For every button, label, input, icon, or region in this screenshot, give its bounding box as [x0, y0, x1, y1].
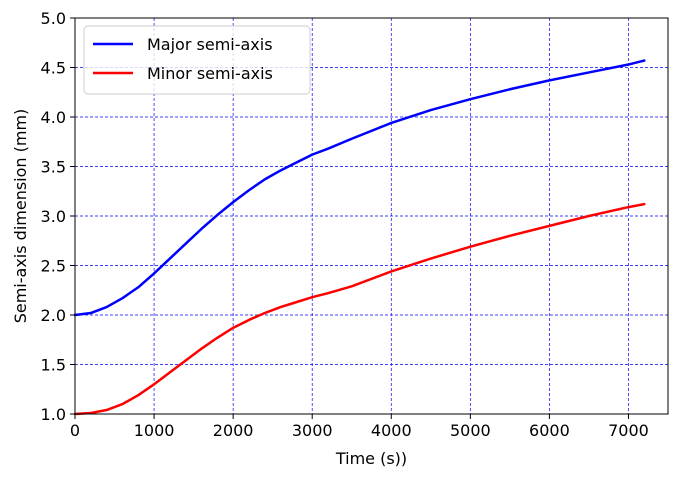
x-tick-label: 3000	[292, 421, 333, 440]
y-axis-label: Semi-axis dimension (mm)	[11, 109, 30, 324]
legend-box	[83, 25, 311, 95]
series-layer	[73, 59, 646, 416]
series-line-0	[73, 59, 646, 317]
x-tick-label: 5000	[450, 421, 491, 440]
x-tick-label: 0	[70, 421, 80, 440]
x-axis-label: Time (s))	[335, 449, 407, 468]
y-tick-label: 4.5	[41, 59, 66, 78]
y-tick-label: 5.0	[41, 9, 66, 28]
legend: Major semi-axis Minor semi-axis	[83, 25, 311, 95]
x-tick-label: 2000	[213, 421, 254, 440]
x-tick-label: 4000	[371, 421, 412, 440]
y-tick-label: 3.0	[41, 207, 66, 226]
x-tick-label: 7000	[608, 421, 649, 440]
y-axis-ticks: 1.0 1.5 2.0 2.5 3.0 3.5 4.0 4.5 5.0	[41, 9, 75, 424]
y-tick-label: 2.5	[41, 257, 66, 276]
y-tick-label: 4.0	[41, 108, 66, 127]
legend-label-major: Major semi-axis	[147, 35, 273, 54]
series-line-1	[73, 202, 646, 416]
x-axis-ticks: 0 1000 2000 3000 4000 5000 6000 7000	[70, 414, 649, 440]
y-tick-label: 2.0	[41, 306, 66, 325]
y-tick-label: 1.5	[41, 356, 66, 375]
y-tick-label: 3.5	[41, 158, 66, 177]
legend-label-minor: Minor semi-axis	[147, 64, 273, 83]
x-tick-label: 6000	[529, 421, 570, 440]
x-tick-label: 1000	[134, 421, 175, 440]
y-tick-label: 1.0	[41, 405, 66, 424]
